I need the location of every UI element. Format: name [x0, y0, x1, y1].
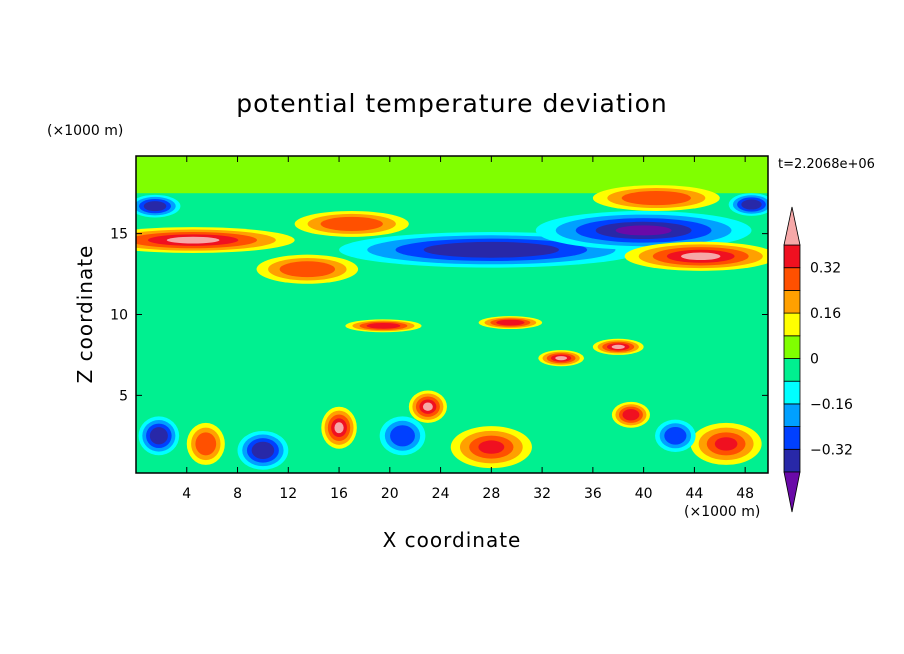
x-tick-label: 16	[330, 486, 348, 502]
colorbar-swatch	[783, 289, 801, 314]
contour-field	[136, 156, 768, 470]
colorbar-tick-label: 0.32	[810, 261, 841, 277]
colorbar-upper-extension	[783, 206, 801, 246]
x-tick-label: 4	[182, 486, 191, 502]
chart-title: potential temperature deviation	[236, 89, 667, 118]
colorbar-swatch	[783, 335, 801, 359]
contour-level	[615, 225, 672, 236]
contour-level	[333, 219, 370, 229]
colorbar-lower-extension	[783, 471, 801, 513]
contour-level	[291, 264, 324, 274]
colorbar-swatch	[783, 267, 801, 291]
contour-level	[668, 430, 682, 441]
contour-level	[502, 320, 519, 325]
x-tick-label: 40	[635, 486, 653, 502]
contour-level	[626, 411, 636, 419]
colorbar-swatch	[783, 244, 801, 269]
colorbar: 0.32 0.16 0 −0.16 −0.32	[783, 206, 853, 513]
x-tick-label: 20	[381, 486, 399, 502]
colorbar-swatch	[783, 403, 801, 427]
colorbar-swatch	[783, 426, 801, 450]
contour-level	[611, 344, 625, 349]
time-label: t=2.2068e+06	[778, 157, 875, 172]
y-tick-label: 15	[110, 227, 128, 243]
colorbar-tick-label: −0.32	[810, 442, 853, 458]
x-tick-label: 8	[233, 486, 242, 502]
x-axis-label: X coordinate	[383, 528, 522, 552]
contour-level	[478, 440, 505, 454]
contour-level	[148, 203, 162, 210]
contour-level	[422, 402, 433, 411]
colorbar-tick-label: 0	[810, 352, 819, 368]
y-axis-unit: (×1000 m)	[47, 123, 123, 139]
field-band	[136, 282, 768, 388]
contour-level	[745, 201, 758, 208]
contour-level	[199, 437, 212, 451]
contour-level	[680, 252, 721, 261]
contour-level	[714, 437, 738, 451]
x-tick-label: 32	[533, 486, 551, 502]
contour-level	[153, 430, 165, 441]
x-tick-label: 24	[432, 486, 450, 502]
x-axis-unit: (×1000 m)	[684, 504, 760, 520]
colorbar-swatch	[783, 380, 801, 405]
colorbar-swatch	[783, 358, 801, 382]
contour-level	[451, 245, 531, 255]
y-tick-label: 10	[110, 308, 128, 324]
y-axis-ticks: 5 10 15	[110, 227, 768, 404]
contour-level	[256, 445, 270, 456]
x-axis-ticks: 4 8 12 16 20 24 28 32 36 40 44 48	[182, 156, 754, 502]
x-tick-label: 48	[736, 486, 754, 502]
x-tick-label: 36	[584, 486, 602, 502]
contour-level	[636, 193, 677, 203]
contour-level	[555, 356, 568, 361]
colorbar-tick-label: −0.16	[810, 397, 853, 413]
contour-level	[395, 429, 410, 442]
contour-level	[166, 236, 220, 244]
y-axis-label: Z coordinate	[73, 245, 97, 384]
x-tick-label: 28	[482, 486, 500, 502]
colorbar-tick-label: 0.16	[810, 306, 841, 322]
contour-level	[373, 324, 394, 328]
colorbar-swatch	[783, 312, 801, 337]
x-tick-label: 12	[279, 486, 297, 502]
contour-level	[334, 422, 344, 434]
y-tick-label: 5	[119, 388, 128, 404]
colorbar-swatch	[783, 448, 801, 473]
x-tick-label: 44	[685, 486, 703, 502]
